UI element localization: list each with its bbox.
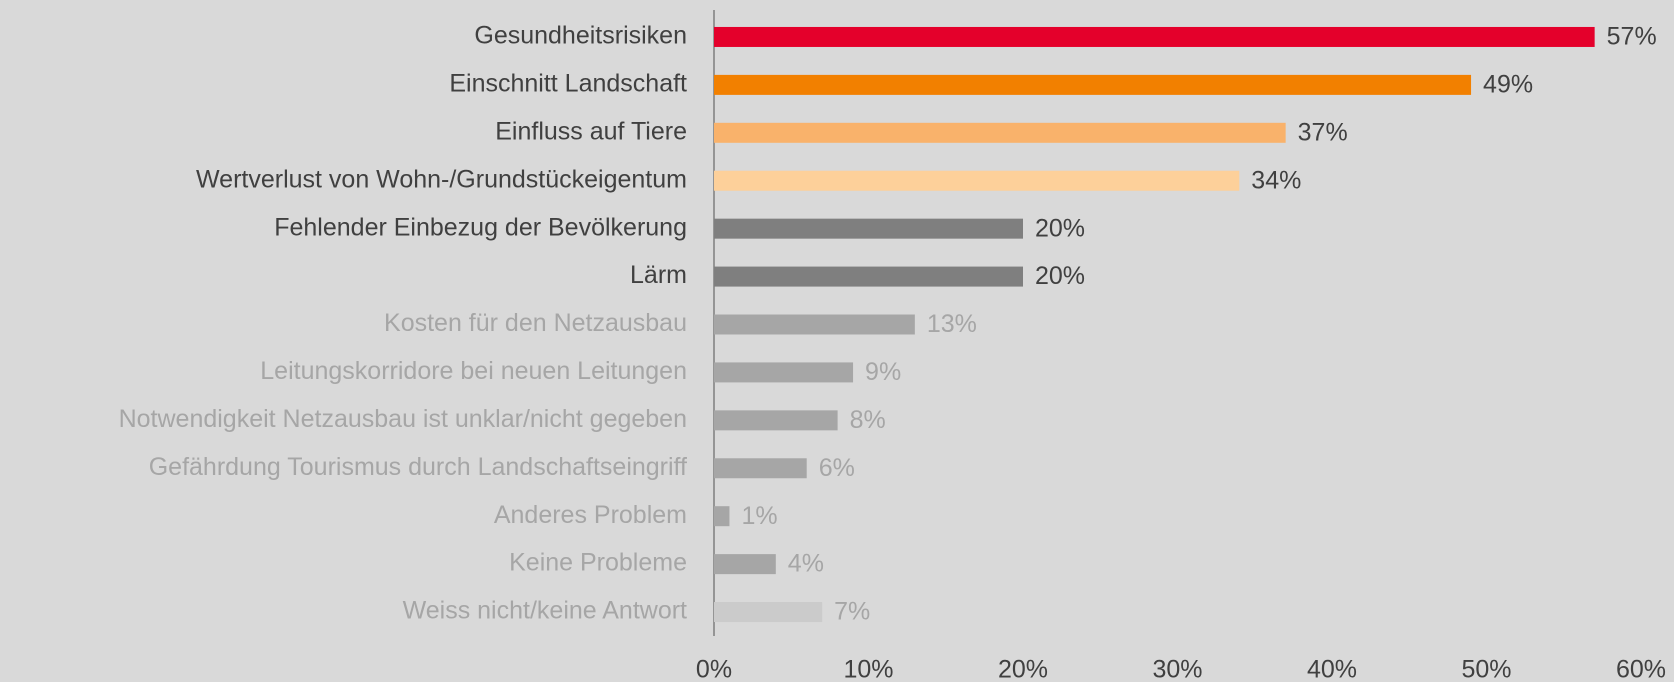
value-label: 7% bbox=[834, 598, 870, 626]
x-tick-label: 60% bbox=[1616, 656, 1666, 682]
value-label: 9% bbox=[865, 358, 901, 386]
value-label: 57% bbox=[1607, 23, 1657, 51]
x-tick-label: 20% bbox=[998, 656, 1048, 682]
category-label: Einfluss auf Tiere bbox=[495, 117, 687, 145]
value-label: 8% bbox=[850, 406, 886, 434]
bar bbox=[714, 170, 1240, 191]
x-tick-label: 30% bbox=[1152, 656, 1202, 682]
value-label: 34% bbox=[1251, 166, 1301, 194]
x-tick-label: 10% bbox=[843, 656, 893, 682]
bar bbox=[714, 122, 1286, 143]
bar bbox=[714, 74, 1472, 95]
bar bbox=[714, 362, 854, 383]
x-tick-label: 40% bbox=[1307, 656, 1357, 682]
bar bbox=[714, 26, 1595, 47]
value-label: 20% bbox=[1035, 262, 1085, 290]
bar bbox=[714, 458, 807, 479]
value-label: 6% bbox=[819, 454, 855, 482]
category-label: Fehlender Einbezug der Bevölkerung bbox=[274, 213, 687, 241]
category-label: Keine Probleme bbox=[509, 549, 687, 577]
x-tick-label: 0% bbox=[696, 656, 732, 682]
bar bbox=[714, 602, 823, 623]
bar bbox=[714, 554, 776, 575]
category-label: Kosten für den Netzausbau bbox=[384, 309, 687, 337]
value-label: 37% bbox=[1298, 118, 1348, 146]
category-label: Gefährdung Tourismus durch Landschaftsei… bbox=[149, 453, 687, 481]
value-label: 4% bbox=[788, 550, 824, 578]
bar bbox=[714, 266, 1023, 287]
value-label: 20% bbox=[1035, 214, 1085, 242]
bar bbox=[714, 218, 1023, 239]
category-label: Leitungskorridore bei neuen Leitungen bbox=[260, 357, 687, 385]
value-label: 13% bbox=[927, 310, 977, 338]
category-label: Weiss nicht/keine Antwort bbox=[403, 597, 687, 625]
bar bbox=[714, 410, 838, 431]
category-label: Einschnitt Landschaft bbox=[449, 69, 687, 97]
bar bbox=[714, 506, 730, 527]
x-tick-label: 50% bbox=[1461, 656, 1511, 682]
category-label: Anderes Problem bbox=[494, 501, 687, 529]
value-label: 1% bbox=[741, 502, 777, 530]
category-label: Wertverlust von Wohn-/Grundstückeigentum bbox=[196, 165, 687, 193]
category-label: Lärm bbox=[630, 261, 687, 289]
category-label: Gesundheitsrisiken bbox=[474, 22, 687, 50]
category-label: Notwendigkeit Netzausbau ist unklar/nich… bbox=[119, 405, 687, 433]
value-label: 49% bbox=[1483, 70, 1533, 98]
bar bbox=[714, 314, 915, 335]
